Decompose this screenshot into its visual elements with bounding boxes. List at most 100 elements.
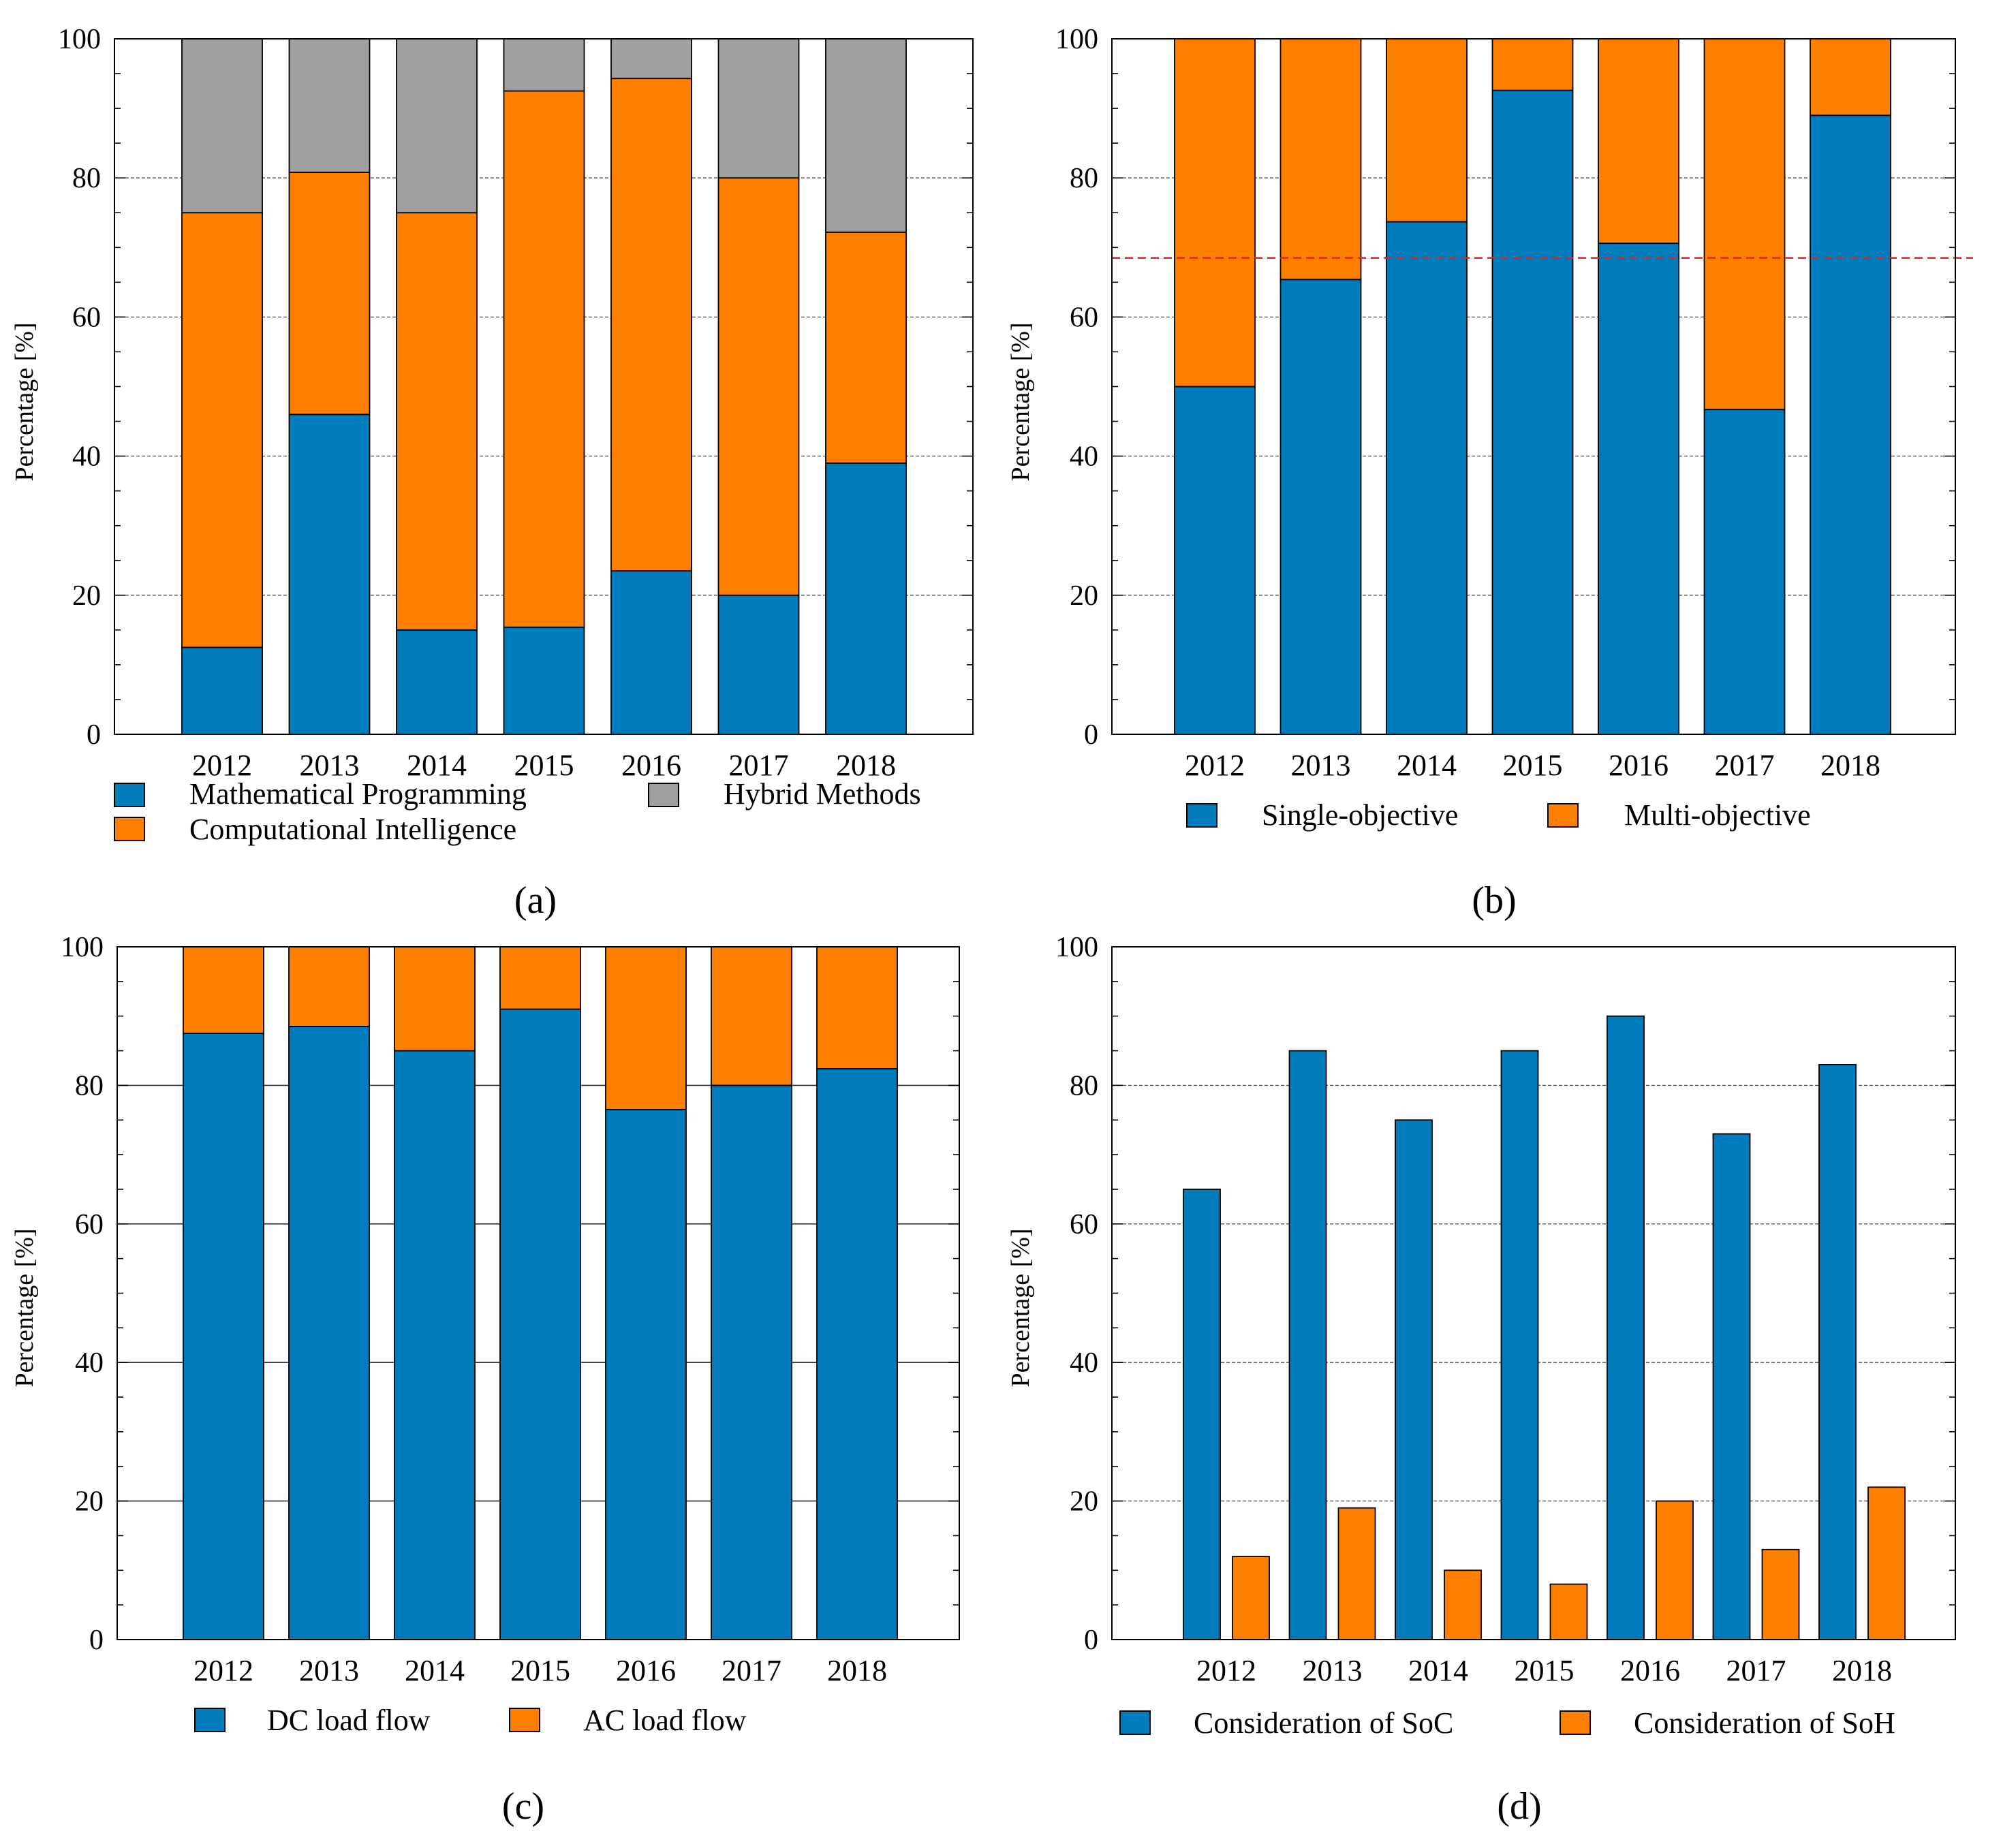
panel-b-bar-single-objective-2015 bbox=[1491, 89, 1574, 735]
panel-a-bar-hybrid-methods-2015 bbox=[503, 38, 585, 92]
panel-b-x-tick-2013: 2013 bbox=[1291, 749, 1351, 782]
panel-d-bar-consideration-of-soh-2013 bbox=[1337, 1507, 1376, 1640]
legend-label-ac-load-flow: AC load flow bbox=[583, 1704, 747, 1737]
panel-d-bar-consideration-of-soh-2018 bbox=[1867, 1486, 1906, 1640]
panel-a-x-tick-2012: 2012 bbox=[192, 749, 252, 782]
panel-b-bar-single-objective-2014 bbox=[1386, 221, 1468, 735]
panel-a-bar-hybrid-methods-2018 bbox=[825, 38, 907, 233]
panel-d-x-tick-2017: 2017 bbox=[1726, 1654, 1786, 1687]
panel-d-y-tick-20: 20 bbox=[1070, 1486, 1098, 1518]
panel-a-legend: Mathematical Programming Hybrid Methods … bbox=[114, 777, 921, 846]
panel-a-y-tick-20: 20 bbox=[72, 580, 101, 612]
panel-b-caption: (b) bbox=[1472, 879, 1516, 922]
panel-b-bar-multi-objective-2016 bbox=[1598, 38, 1679, 245]
panel-a-x-tick-2018: 2018 bbox=[836, 749, 896, 782]
panel-b-bar-single-objective-2017 bbox=[1703, 409, 1786, 735]
panel-c-y-tick-40: 40 bbox=[75, 1347, 104, 1379]
panel-c-bars bbox=[183, 946, 898, 1640]
legend-swatch-computational-intelligence bbox=[114, 817, 145, 841]
panel-a-bar-computational-intelligence-2017 bbox=[717, 177, 800, 596]
legend-label-computational-intelligence: Computational Intelligence bbox=[189, 813, 516, 846]
panel-b-bar-single-objective-2013 bbox=[1279, 279, 1362, 735]
panel-b-bar-multi-objective-2012 bbox=[1174, 38, 1256, 388]
panel-c-x-tick-2018: 2018 bbox=[827, 1654, 887, 1687]
panel-d-y-tick-labels: 0 20 40 60 80 100 bbox=[1055, 932, 1098, 1656]
panel-a-x-tick-2013: 2013 bbox=[300, 749, 360, 782]
panel-c-bar-dc-load-flow-2016 bbox=[605, 1109, 687, 1640]
panel-c-bar-ac-load-flow-2017 bbox=[711, 946, 792, 1086]
panel-d-bar-consideration-of-soh-2016 bbox=[1656, 1500, 1694, 1640]
panel-c-bar-ac-load-flow-2012 bbox=[183, 946, 264, 1035]
panel-a-bars bbox=[181, 38, 907, 735]
panel-b-bar-single-objective-2016 bbox=[1598, 242, 1679, 735]
panel-c-legend: DC load flow AC load flow bbox=[194, 1704, 747, 1737]
panel-c-y-tick-0: 0 bbox=[89, 1625, 104, 1656]
panel-a-bar-computational-intelligence-2014 bbox=[396, 212, 478, 631]
panel-d-x-tick-2016: 2016 bbox=[1620, 1654, 1680, 1687]
panel-c-axes-box bbox=[117, 946, 960, 1640]
panel-a-bar-mathematical-programming-2015 bbox=[503, 626, 585, 735]
panel-c-bar-dc-load-flow-2014 bbox=[394, 1050, 476, 1640]
panel-c-bar-dc-load-flow-2018 bbox=[816, 1068, 898, 1640]
panel-a-y-tick-60: 60 bbox=[72, 302, 101, 333]
panel-c-caption: (c) bbox=[502, 1785, 544, 1828]
panel-b-x-tick-2017: 2017 bbox=[1715, 749, 1775, 782]
panel-b-x-tick-2015: 2015 bbox=[1503, 749, 1563, 782]
panel-d-y-tick-40: 40 bbox=[1070, 1347, 1098, 1379]
panel-d-bar-consideration-of-soc-2015 bbox=[1500, 1050, 1539, 1640]
panel-a-bar-hybrid-methods-2017 bbox=[717, 38, 800, 179]
panel-b-x-tick-labels: 2012 2013 2014 2015 2016 2017 2018 bbox=[1185, 749, 1880, 782]
panel-d-y-tick-80: 80 bbox=[1070, 1070, 1098, 1101]
panel-d-x-tick-2018: 2018 bbox=[1832, 1654, 1892, 1687]
panel-a-y-axis-label: Percentage [%] bbox=[10, 322, 39, 481]
panel-b-bar-multi-objective-2014 bbox=[1386, 38, 1468, 223]
legend-label-consideration-of-soh: Consideration of SoH bbox=[1634, 1706, 1895, 1740]
panel-a-bar-mathematical-programming-2017 bbox=[717, 594, 800, 735]
panel-d-x-tick-2012: 2012 bbox=[1196, 1654, 1256, 1687]
panel-d-bar-consideration-of-soc-2018 bbox=[1818, 1063, 1857, 1640]
panel-d-bar-consideration-of-soh-2015 bbox=[1549, 1583, 1588, 1640]
panel-d-y-tick-60: 60 bbox=[1070, 1209, 1098, 1240]
legend-swatch-mathematical-programming bbox=[114, 783, 145, 807]
panel-c-bar-dc-load-flow-2017 bbox=[711, 1084, 792, 1640]
panel-c-x-tick-2014: 2014 bbox=[405, 1654, 465, 1687]
panel-c-bar-ac-load-flow-2013 bbox=[288, 946, 370, 1027]
panel-c-y-tick-labels: 0 20 40 60 80 100 bbox=[61, 932, 104, 1656]
panel-c-bar-dc-load-flow-2015 bbox=[499, 1008, 581, 1640]
panel-c-bar-dc-load-flow-2012 bbox=[183, 1033, 264, 1640]
panel-a-bar-hybrid-methods-2014 bbox=[396, 38, 478, 214]
panel-a-x-tick-2015: 2015 bbox=[514, 749, 574, 782]
panel-d-x-tick-2013: 2013 bbox=[1303, 1654, 1363, 1687]
panel-c-y-tick-60: 60 bbox=[75, 1209, 104, 1240]
panel-a-axes-box bbox=[114, 38, 974, 735]
panel-d-bar-consideration-of-soh-2017 bbox=[1761, 1548, 1800, 1640]
panel-b-bar-multi-objective-2017 bbox=[1703, 38, 1786, 411]
panel-a-y-tick-0: 0 bbox=[87, 719, 101, 751]
panel-a-bar-computational-intelligence-2018 bbox=[825, 231, 907, 464]
panel-b-y-tick-labels: 0 20 40 60 80 100 bbox=[1055, 24, 1098, 751]
legend-label-consideration-of-soc: Consideration of SoC bbox=[1194, 1706, 1453, 1740]
legend-swatch-consideration-of-soc bbox=[1119, 1710, 1151, 1735]
legend-label-single-objective: Single-objective bbox=[1262, 798, 1458, 832]
panel-a-x-tick-2016: 2016 bbox=[621, 749, 681, 782]
panel-d-y-tick-100: 100 bbox=[1055, 932, 1098, 963]
panel-a-frame bbox=[114, 38, 974, 735]
panel-c-bar-ac-load-flow-2016 bbox=[605, 946, 687, 1110]
panel-a-x-tick-2014: 2014 bbox=[407, 749, 467, 782]
panel-b-frame bbox=[1111, 38, 1956, 735]
legend-swatch-multi-objective bbox=[1547, 803, 1579, 828]
panel-b-bar-multi-objective-2015 bbox=[1491, 38, 1574, 91]
panel-a-bar-computational-intelligence-2016 bbox=[610, 78, 692, 571]
legend-swatch-hybrid-methods bbox=[648, 783, 679, 807]
panel-b-y-tick-0: 0 bbox=[1084, 719, 1098, 751]
panel-a-y-tick-80: 80 bbox=[72, 163, 101, 194]
panel-b-bar-single-objective-2012 bbox=[1174, 386, 1256, 735]
panel-d-y-tick-0: 0 bbox=[1084, 1625, 1098, 1656]
panel-a-bar-mathematical-programming-2013 bbox=[288, 413, 371, 735]
panel-a-bar-mathematical-programming-2014 bbox=[396, 629, 478, 735]
panel-b-y-axis-label: Percentage [%] bbox=[1006, 322, 1035, 481]
